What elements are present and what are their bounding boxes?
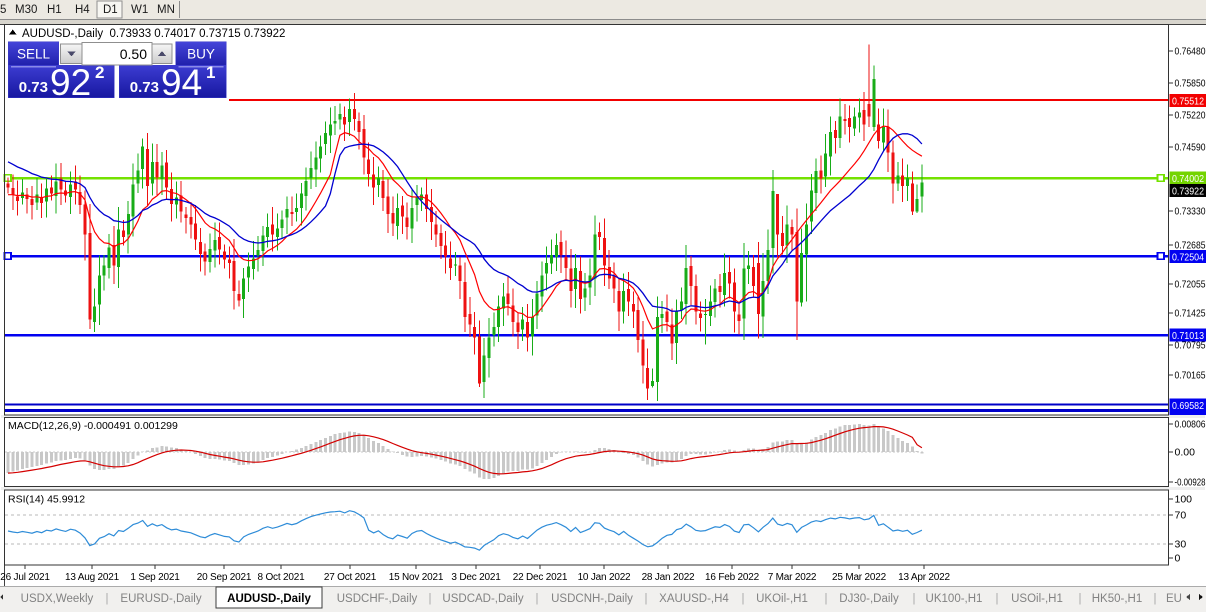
- svg-text:USDX,Weekly: USDX,Weekly: [21, 593, 94, 605]
- svg-text:2: 2: [95, 63, 104, 82]
- svg-text:0.72685: 0.72685: [1175, 240, 1206, 252]
- svg-text:70: 70: [1175, 510, 1187, 522]
- svg-text:13 Apr 2022: 13 Apr 2022: [898, 572, 950, 583]
- svg-text:10 Jan 2022: 10 Jan 2022: [578, 572, 631, 583]
- svg-text:1: 1: [206, 63, 215, 82]
- svg-text:0.75220: 0.75220: [1175, 110, 1206, 122]
- svg-text:USOil-,H1: USOil-,H1: [1011, 593, 1063, 605]
- svg-text:0.72055: 0.72055: [1175, 279, 1206, 291]
- svg-text:94: 94: [161, 62, 202, 103]
- svg-text:|: |: [429, 593, 432, 605]
- svg-text:|: |: [106, 593, 109, 605]
- svg-text:UK100-,H1: UK100-,H1: [926, 593, 983, 605]
- svg-text:0.71425: 0.71425: [1175, 308, 1206, 320]
- svg-text:D1: D1: [103, 4, 118, 16]
- svg-text:W1: W1: [131, 4, 148, 16]
- svg-text:0.73330: 0.73330: [1175, 206, 1206, 218]
- svg-text:UKOil-,H1: UKOil-,H1: [756, 593, 808, 605]
- svg-text:8 Oct 2021: 8 Oct 2021: [258, 572, 306, 583]
- svg-text:H4: H4: [75, 4, 90, 16]
- svg-text:M30: M30: [15, 4, 37, 16]
- svg-text:AUDUSD-,Daily: AUDUSD-,Daily: [227, 593, 311, 605]
- svg-text:HK50-,H1: HK50-,H1: [1092, 593, 1143, 605]
- svg-text:100: 100: [1175, 494, 1193, 506]
- svg-text:1 Sep 2021: 1 Sep 2021: [130, 572, 180, 583]
- svg-text:H1: H1: [47, 4, 62, 16]
- svg-text:|: |: [1154, 593, 1157, 605]
- svg-text:|: |: [913, 593, 916, 605]
- svg-text:DJ30-,Daily: DJ30-,Daily: [839, 593, 899, 605]
- svg-text:7 Mar 2022: 7 Mar 2022: [768, 572, 817, 583]
- svg-text:AUDUSD-,Daily 0.73933 0.74017: AUDUSD-,Daily 0.73933 0.74017 0.73715 0.…: [22, 28, 285, 40]
- svg-text:0: 0: [1175, 553, 1181, 565]
- svg-text:USDCAD-,Daily: USDCAD-,Daily: [442, 593, 523, 605]
- svg-text:22 Dec 2021: 22 Dec 2021: [513, 572, 568, 583]
- svg-text:RSI(14) 45.9912: RSI(14) 45.9912: [8, 494, 85, 506]
- svg-text:0.73: 0.73: [19, 79, 48, 96]
- svg-text:0.70165: 0.70165: [1175, 370, 1206, 382]
- svg-text:30: 30: [1175, 539, 1187, 551]
- svg-text:0.69582: 0.69582: [1172, 400, 1204, 412]
- svg-text:16 Feb 2022: 16 Feb 2022: [705, 572, 760, 583]
- svg-text:0.76480: 0.76480: [1175, 46, 1206, 58]
- svg-text:92: 92: [50, 62, 91, 103]
- svg-text:EURUSD-,Daily: EURUSD-,Daily: [120, 593, 201, 605]
- svg-text:USDCNH-,Daily: USDCNH-,Daily: [551, 593, 633, 605]
- svg-text:|: |: [645, 593, 648, 605]
- svg-text:|: |: [536, 593, 539, 605]
- svg-text:USDCHF-,Daily: USDCHF-,Daily: [337, 593, 418, 605]
- svg-text:SELL: SELL: [17, 47, 51, 62]
- svg-text:15 Nov 2021: 15 Nov 2021: [389, 572, 444, 583]
- svg-text:|: |: [825, 593, 828, 605]
- svg-text:0.74002: 0.74002: [1172, 173, 1204, 185]
- svg-text:MACD(12,26,9) -0.000491 0.0012: MACD(12,26,9) -0.000491 0.001299: [8, 420, 178, 432]
- svg-text:0.73922: 0.73922: [1172, 185, 1204, 197]
- svg-text:25 Mar 2022: 25 Mar 2022: [832, 572, 887, 583]
- svg-text:EU: EU: [1166, 593, 1182, 605]
- svg-text:3 Dec 2021: 3 Dec 2021: [451, 572, 501, 583]
- svg-text:|: |: [1079, 593, 1082, 605]
- svg-text:|: |: [742, 593, 745, 605]
- svg-text:0.50: 0.50: [120, 46, 147, 62]
- svg-text:0.72504: 0.72504: [1172, 251, 1204, 263]
- svg-text:|: |: [996, 593, 999, 605]
- svg-text:5: 5: [0, 4, 6, 16]
- svg-text:MN: MN: [157, 4, 175, 16]
- svg-text:26 Jul 2021: 26 Jul 2021: [0, 572, 50, 583]
- svg-text:0.74590: 0.74590: [1175, 142, 1206, 154]
- svg-text:0.70795: 0.70795: [1175, 340, 1206, 352]
- svg-text:0.75850: 0.75850: [1175, 78, 1206, 90]
- svg-text:28 Jan 2022: 28 Jan 2022: [642, 572, 695, 583]
- svg-text:0.00806: 0.00806: [1175, 419, 1206, 431]
- svg-text:27 Oct 2021: 27 Oct 2021: [324, 572, 377, 583]
- svg-text:0.73: 0.73: [130, 79, 159, 96]
- svg-text:BUY: BUY: [187, 47, 215, 62]
- svg-text:13 Aug 2021: 13 Aug 2021: [65, 572, 120, 583]
- svg-text:-0.00928: -0.00928: [1175, 477, 1206, 489]
- svg-text:0.00: 0.00: [1175, 447, 1196, 459]
- svg-text:0.75512: 0.75512: [1172, 95, 1204, 107]
- svg-text:20 Sep 2021: 20 Sep 2021: [197, 572, 252, 583]
- svg-text:XAUUSD-,H4: XAUUSD-,H4: [659, 593, 729, 605]
- svg-text:0.71013: 0.71013: [1172, 330, 1204, 342]
